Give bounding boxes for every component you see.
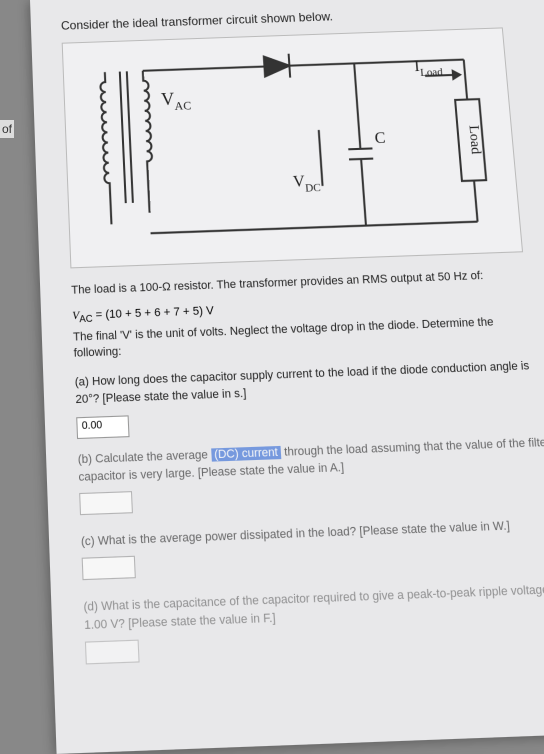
side-label: of xyxy=(0,120,14,138)
qb-highlight: (DC) current xyxy=(211,446,282,462)
question-a: (a) How long does the capacitor supply c… xyxy=(75,358,544,408)
circuit-diagram: VAC VDC C ILoad Load xyxy=(62,27,523,268)
svg-text:VDC: VDC xyxy=(293,173,322,196)
iload-sub: Load xyxy=(420,66,444,79)
vdc-sub: DC xyxy=(305,182,321,195)
load-label: Load xyxy=(466,125,484,155)
answer-d-input[interactable] xyxy=(85,640,140,665)
formula-right: = (10 + 5 + 6 + 7 + 5) V xyxy=(92,305,214,322)
vac-sub: AC xyxy=(174,98,192,113)
question-b: (b) Calculate the average (DC) current t… xyxy=(78,435,544,486)
question-d: (d) What is the capacitance of the capac… xyxy=(83,582,544,635)
svg-text:VAC: VAC xyxy=(161,88,192,113)
c-label: C xyxy=(374,129,386,147)
description-1: The load is a 100-Ω resistor. The transf… xyxy=(71,266,540,299)
answer-a-input[interactable]: 0.00 xyxy=(76,415,129,439)
page-container: Consider the ideal transformer circuit s… xyxy=(30,0,544,754)
question-c: (c) What is the average power dissipated… xyxy=(81,516,544,551)
answer-c-input[interactable] xyxy=(82,556,136,580)
qb-prefix: (b) Calculate the average xyxy=(78,449,212,467)
formula-sub: AC xyxy=(79,314,93,325)
vac-label: V xyxy=(161,88,175,109)
answer-b-input[interactable] xyxy=(79,491,133,515)
